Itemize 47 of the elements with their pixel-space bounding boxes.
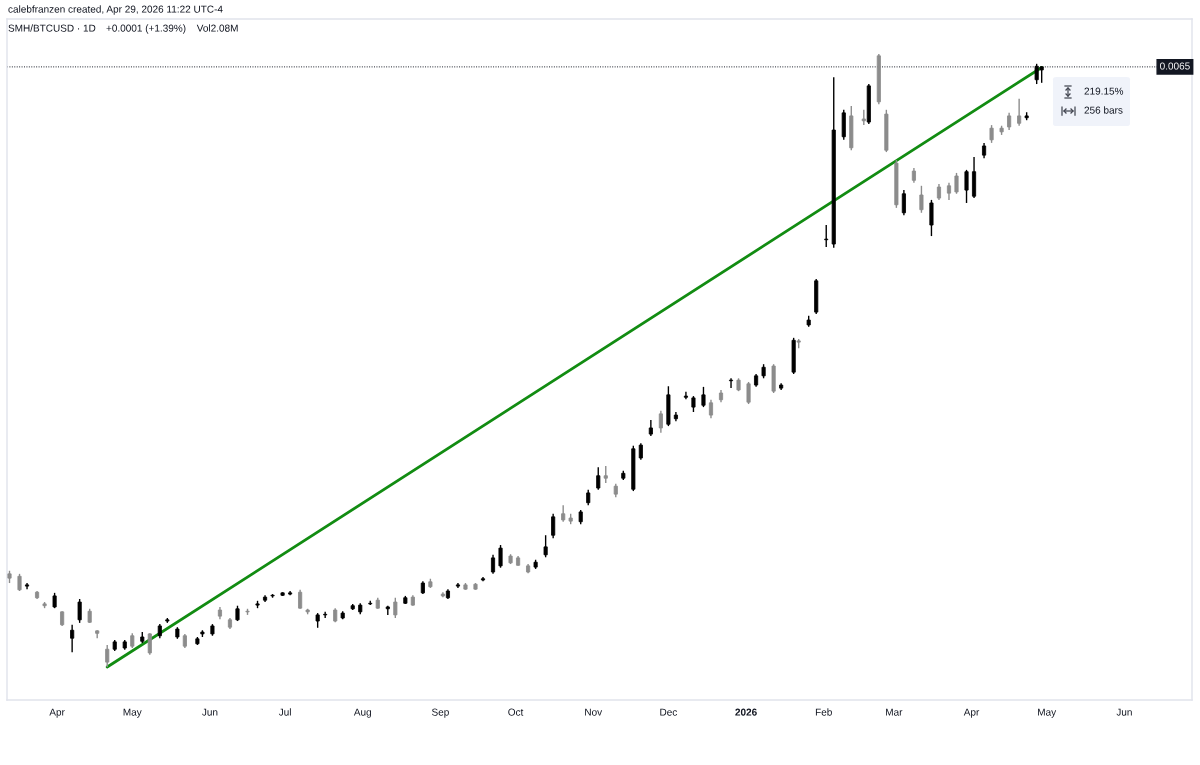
candlestick	[596, 466, 601, 491]
candlestick	[964, 169, 969, 204]
x-tick-label: Jun	[202, 708, 218, 716]
x-tick-label: May	[1038, 708, 1057, 718]
x-tick-label: Jun	[1116, 708, 1132, 716]
candlestick	[841, 109, 846, 141]
candlestick	[929, 199, 934, 237]
candlestick	[498, 544, 503, 569]
annotation: 256 bars	[1084, 106, 1123, 114]
candlestick	[393, 597, 398, 619]
x-tick-label: Nov	[585, 708, 603, 716]
candlestick	[701, 386, 706, 408]
x-tick-label: Apr	[49, 708, 65, 718]
x-tick-label: Feb	[815, 708, 832, 716]
candlestick	[728, 377, 734, 389]
x-tick-label: May	[123, 708, 142, 718]
annotation: 219.15%	[1084, 87, 1124, 95]
candlestick	[746, 381, 751, 405]
candlestick	[954, 172, 959, 195]
candlestick	[70, 624, 75, 654]
candlestick	[824, 224, 829, 248]
x-tick-label: Sep	[431, 708, 449, 718]
candlestick	[658, 410, 663, 434]
x-tick-label: Apr	[963, 708, 980, 718]
candlestick	[1017, 98, 1022, 127]
candlestick	[77, 598, 82, 624]
candlestick	[551, 513, 556, 539]
chart-subtitle: +0.0001 (+1.39%)	[106, 24, 186, 34]
x-tick-label: Oct	[508, 708, 524, 716]
candlestick	[708, 399, 714, 419]
x-tick-label: Aug	[353, 708, 371, 718]
x-tick-label: Dec	[660, 708, 678, 716]
x-tick-label: Mar	[886, 708, 903, 716]
candlestick	[490, 554, 496, 575]
candlestick	[147, 632, 152, 656]
x-tick-label: Jul	[278, 708, 291, 716]
annotation: 0.0065	[1160, 62, 1190, 70]
x-tick-label: 2026	[735, 708, 757, 716]
candlestick	[919, 185, 924, 214]
candlestick	[901, 189, 906, 216]
text: Vol2.08M	[196, 24, 238, 32]
candlestick	[861, 109, 866, 126]
text: calebfranzen created, Apr 29, 2026 11:22 UTC-4	[8, 5, 223, 15]
chart-title: SMH/BTCUSD · 1D	[8, 24, 96, 32]
candlestick	[298, 589, 303, 610]
candlestick	[105, 644, 110, 668]
candlestick	[543, 534, 548, 558]
